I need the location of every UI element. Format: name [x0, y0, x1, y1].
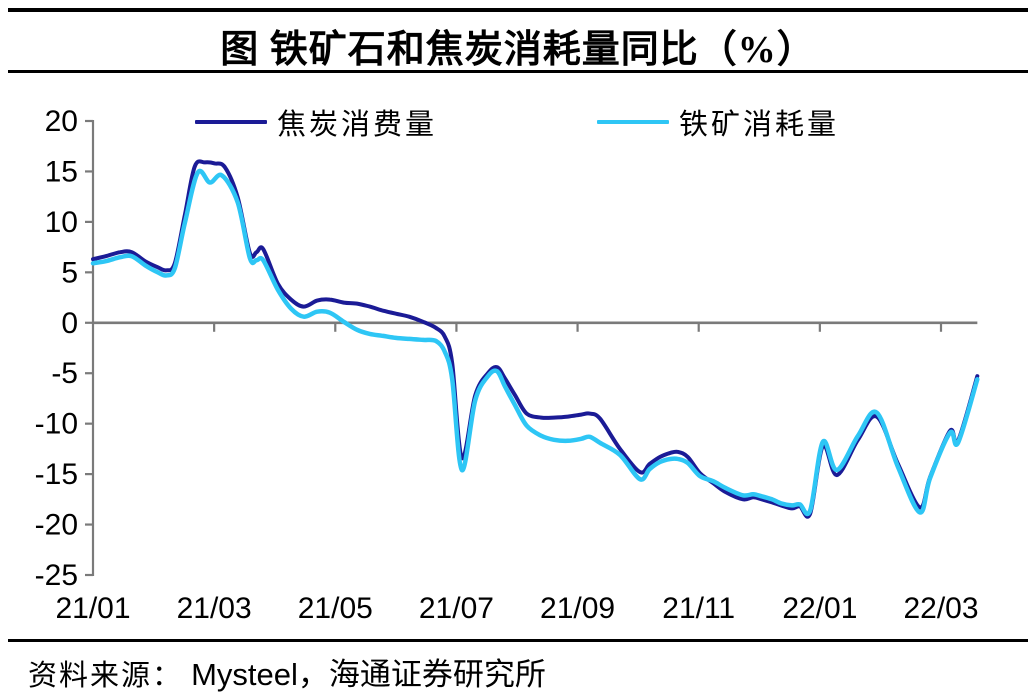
x-axis-label: 21/07: [419, 592, 494, 625]
source-prefix: 资料来源：: [28, 660, 184, 692]
ironore-series-label: 铁矿消耗量: [679, 109, 840, 141]
source-divider-rule: [8, 639, 1028, 642]
figure-title: 图 铁矿石和焦炭消耗量同比（%）: [220, 29, 816, 71]
y-axis-label: -5: [51, 357, 78, 390]
top-border-rule: [8, 8, 1028, 12]
ironore-series-line-swatch: [597, 120, 670, 124]
source-line: 资料来源： Mysteel，海通证券研究所: [28, 649, 546, 694]
x-axis-label: 21/05: [298, 592, 373, 625]
x-axis-label: 21/09: [540, 592, 615, 625]
coke-series-line-swatch: [195, 120, 267, 124]
y-axis-label: 0: [61, 307, 78, 340]
y-axis-label: -20: [35, 509, 78, 542]
y-axis-label: 5: [61, 256, 78, 289]
y-axis-label: 20: [45, 105, 78, 138]
legend-item-coke: 焦炭消费量: [195, 101, 437, 143]
title-divider-rule: [8, 70, 1028, 73]
y-axis-label: -10: [35, 408, 78, 441]
x-axis-label: 21/03: [177, 592, 252, 625]
x-axis-label: 22/03: [903, 592, 978, 625]
legend-item-ironore: 铁矿消耗量: [597, 101, 839, 143]
chart-legend: 焦炭消费量 铁矿消耗量: [195, 101, 839, 143]
x-axis-label: 21/01: [55, 592, 130, 625]
y-axis-label: -15: [35, 458, 78, 491]
iron-ore-consumption-line: [90, 168, 980, 517]
y-axis-label: 15: [45, 155, 78, 188]
y-axis-label: -25: [35, 559, 78, 592]
y-axis-label: 10: [45, 206, 78, 239]
coke-series-label: 焦炭消费量: [277, 109, 438, 141]
coke-consumption-line: [91, 159, 980, 519]
x-axis-label: 22/01: [782, 592, 857, 625]
source-text: Mysteel，海通证券研究所: [191, 657, 546, 692]
x-axis-label: 21/11: [662, 592, 735, 625]
